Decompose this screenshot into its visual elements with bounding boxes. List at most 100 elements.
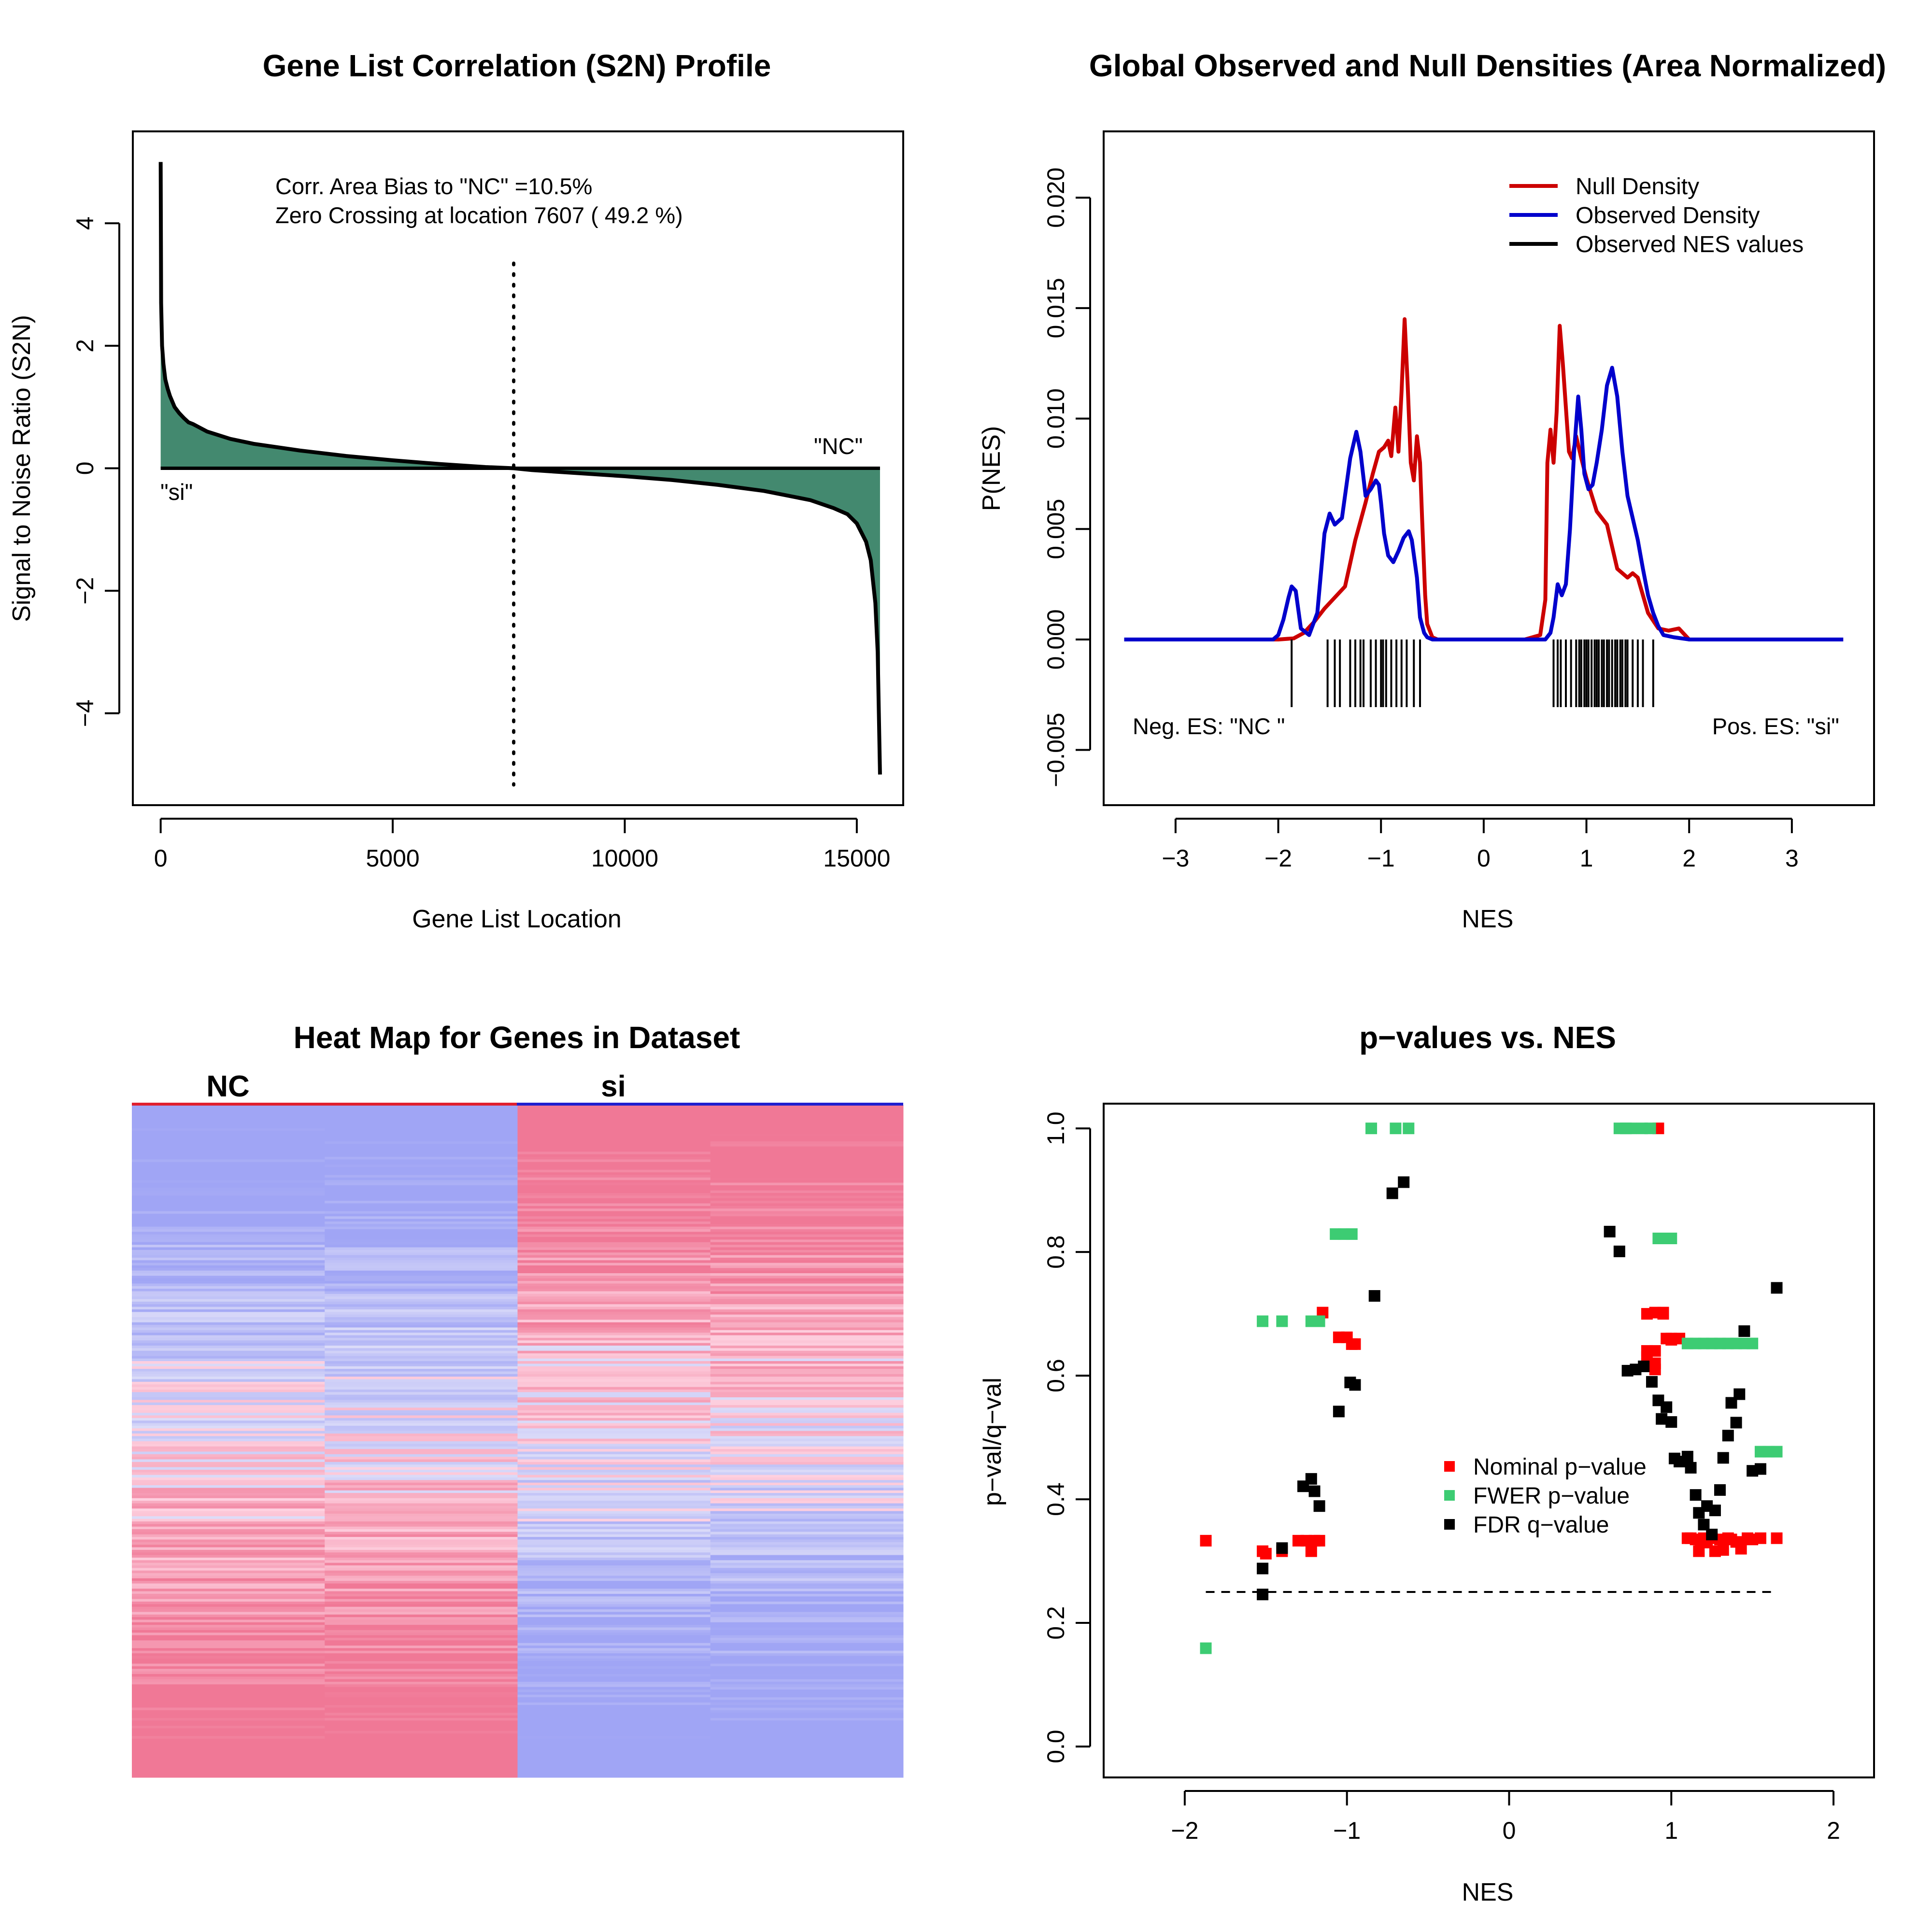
point-fwer bbox=[1365, 1122, 1378, 1135]
heatmap-cell bbox=[132, 1353, 325, 1356]
heatmap-cell bbox=[517, 1337, 711, 1341]
heatmap-cell bbox=[517, 1314, 711, 1318]
heatmap-cell bbox=[132, 1498, 325, 1501]
heatmap-cell bbox=[710, 1118, 904, 1121]
heatmap-cell bbox=[710, 1751, 904, 1755]
heatmap-cell bbox=[325, 1361, 518, 1364]
heatmap-cell bbox=[325, 1224, 518, 1227]
heatmap-cell bbox=[132, 1493, 325, 1496]
heatmap-cell bbox=[325, 1335, 518, 1338]
heatmap-cell bbox=[517, 1364, 711, 1367]
heatmap-group-si: si bbox=[601, 1070, 626, 1103]
heatmap-cell bbox=[132, 1728, 325, 1732]
heatmap-cell bbox=[710, 1144, 904, 1147]
heatmap-cell bbox=[325, 1239, 518, 1243]
heatmap-cell bbox=[710, 1764, 904, 1768]
heatmap-cell bbox=[132, 1335, 325, 1338]
heatmap-cell bbox=[132, 1462, 325, 1465]
heatmap-cell bbox=[710, 1723, 904, 1726]
point-nominal bbox=[1200, 1534, 1212, 1547]
heatmap-cell bbox=[132, 1625, 325, 1628]
heatmap-cell bbox=[710, 1270, 904, 1274]
heatmap-cell bbox=[325, 1162, 518, 1165]
heatmap-cell bbox=[517, 1663, 711, 1667]
heatmap-cell bbox=[710, 1746, 904, 1749]
heatmap-cell bbox=[517, 1702, 711, 1705]
point-fdr bbox=[1349, 1379, 1361, 1391]
heatmap-cell bbox=[517, 1343, 711, 1346]
heatmap-cell bbox=[132, 1687, 325, 1690]
heatmap-cell bbox=[132, 1436, 325, 1439]
heatmap-cell bbox=[710, 1162, 904, 1165]
heatmap-cell bbox=[710, 1446, 904, 1449]
heatmap-cell bbox=[710, 1669, 904, 1672]
heatmap-cell bbox=[710, 1188, 904, 1191]
heatmap-cell bbox=[325, 1387, 518, 1390]
heatmap-cell bbox=[132, 1570, 325, 1574]
heatmap-cell bbox=[132, 1425, 325, 1429]
heatmap-cell bbox=[710, 1539, 904, 1543]
heatmap-cell bbox=[132, 1245, 325, 1248]
heatmap-cell bbox=[710, 1413, 904, 1416]
heatmap-cell bbox=[325, 1190, 518, 1193]
heatmap-cell bbox=[132, 1503, 325, 1506]
heatmap-cell bbox=[710, 1482, 904, 1486]
heatmap-cell bbox=[325, 1340, 518, 1344]
heatmap-cell bbox=[132, 1627, 325, 1631]
heatmap-cell bbox=[132, 1371, 325, 1375]
density-x-label: NES bbox=[1462, 905, 1514, 933]
heatmap-cell bbox=[132, 1663, 325, 1667]
heatmap-cell bbox=[132, 1534, 325, 1537]
heatmap-cell bbox=[325, 1663, 518, 1667]
s2n-profile-panel: Gene List Correlation (S2N) Profile 0 500… bbox=[8, 48, 904, 933]
heatmap-cell bbox=[517, 1350, 711, 1354]
heatmap-cell bbox=[517, 1167, 711, 1170]
heatmap-cell bbox=[710, 1304, 904, 1307]
heatmap-cell bbox=[517, 1283, 711, 1287]
heatmap-cell bbox=[517, 1113, 711, 1116]
heatmap-cell bbox=[325, 1630, 518, 1633]
heatmap-cell bbox=[325, 1601, 518, 1605]
heatmap-cell bbox=[710, 1348, 904, 1351]
heatmap-cell bbox=[517, 1472, 711, 1476]
heatmap-cell bbox=[710, 1438, 904, 1442]
heatmap-cell bbox=[132, 1762, 325, 1765]
heatmap-cell bbox=[325, 1444, 518, 1447]
heatmap-cell bbox=[710, 1503, 904, 1506]
heatmap-cell bbox=[517, 1293, 711, 1297]
heatmap-cell bbox=[710, 1490, 904, 1493]
heatmap-cell bbox=[517, 1511, 711, 1514]
s2n-y-tick-label: −4 bbox=[71, 699, 99, 727]
heatmap-cell bbox=[325, 1637, 518, 1641]
heatmap-cell bbox=[517, 1516, 711, 1520]
heatmap-cell bbox=[132, 1757, 325, 1760]
heatmap-cell bbox=[517, 1421, 711, 1424]
heatmap-cell bbox=[710, 1273, 904, 1276]
heatmap-cell bbox=[517, 1482, 711, 1486]
heatmap-group-nc: NC bbox=[206, 1070, 250, 1103]
heatmap-cell bbox=[325, 1237, 518, 1240]
heatmap-cell bbox=[325, 1570, 518, 1574]
heatmap-cell bbox=[132, 1640, 325, 1644]
heatmap-cell bbox=[325, 1715, 518, 1719]
heatmap-cell bbox=[517, 1555, 711, 1558]
heatmap-cell bbox=[710, 1201, 904, 1204]
heatmap-cell bbox=[132, 1136, 325, 1139]
heatmap-cell bbox=[710, 1506, 904, 1509]
heatmap-cell bbox=[517, 1366, 711, 1369]
heatmap-cell bbox=[325, 1353, 518, 1356]
density-y-axis: −0.005 0.000 0.005 0.010 0.015 0.020 bbox=[1042, 168, 1091, 787]
heatmap-cell bbox=[517, 1159, 711, 1163]
heatmap-cell bbox=[132, 1289, 325, 1292]
point-fdr bbox=[1685, 1462, 1697, 1474]
heatmap-cell bbox=[325, 1549, 518, 1553]
heatmap-cell bbox=[132, 1350, 325, 1354]
heatmap-cell bbox=[132, 1270, 325, 1274]
heatmap-cell bbox=[517, 1697, 711, 1700]
heatmap-cell bbox=[325, 1348, 518, 1351]
heatmap-cell bbox=[325, 1498, 518, 1501]
heatmap-cell bbox=[132, 1296, 325, 1300]
heatmap-cell bbox=[517, 1744, 711, 1747]
heatmap-cell bbox=[517, 1454, 711, 1457]
heatmap-cell bbox=[132, 1407, 325, 1411]
